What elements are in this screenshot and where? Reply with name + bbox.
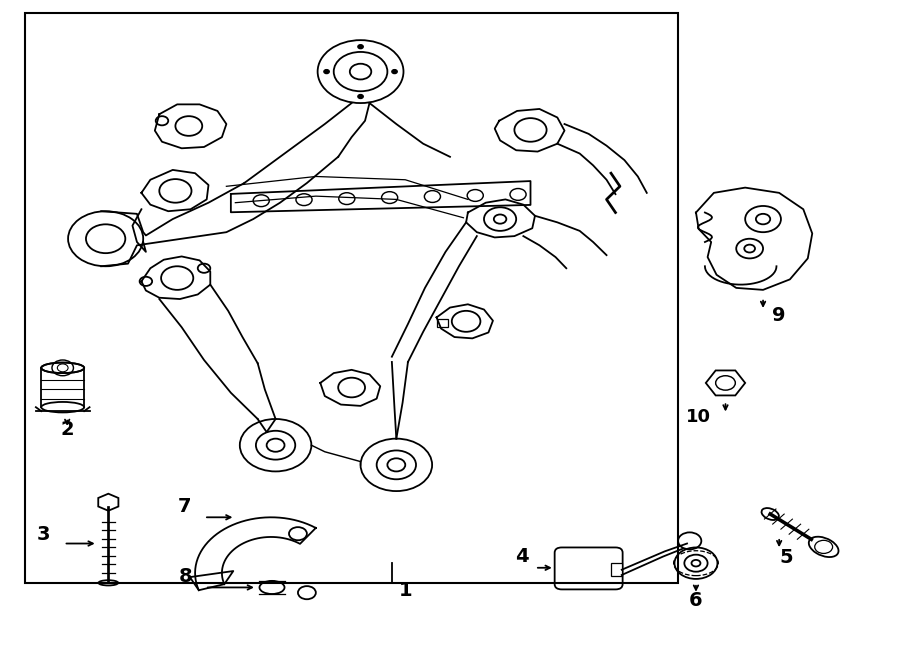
Text: 10: 10 <box>686 408 711 426</box>
Bar <box>25 13 678 583</box>
Circle shape <box>324 69 329 73</box>
Bar <box>611 563 622 576</box>
Text: 4: 4 <box>515 547 528 566</box>
Ellipse shape <box>98 580 118 586</box>
Text: 7: 7 <box>177 497 191 516</box>
Circle shape <box>358 45 364 49</box>
Circle shape <box>392 69 397 73</box>
Ellipse shape <box>761 508 778 520</box>
Ellipse shape <box>259 581 284 594</box>
Text: 9: 9 <box>772 305 786 325</box>
Circle shape <box>358 95 364 98</box>
Ellipse shape <box>41 363 85 373</box>
Text: 8: 8 <box>178 567 192 586</box>
FancyBboxPatch shape <box>554 547 623 590</box>
Text: 5: 5 <box>779 548 793 567</box>
Text: 1: 1 <box>399 581 412 600</box>
Ellipse shape <box>41 402 85 412</box>
Ellipse shape <box>809 537 839 557</box>
Bar <box>437 319 448 327</box>
Text: 3: 3 <box>37 525 50 544</box>
Text: 6: 6 <box>689 591 703 610</box>
Text: 2: 2 <box>60 420 74 440</box>
